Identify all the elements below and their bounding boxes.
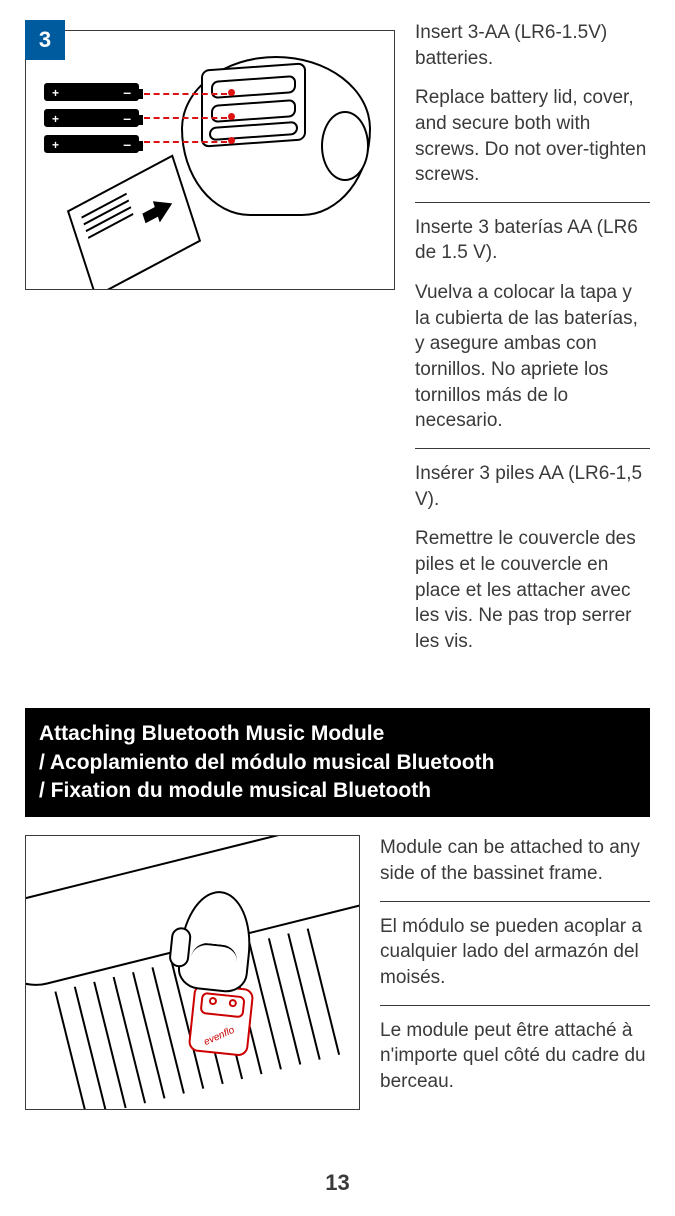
instruction-french: Le module peut être attaché à n'importe … — [380, 1018, 650, 1109]
instruction-spanish: El módulo se pueden acoplar a cualquier … — [380, 914, 650, 1006]
guide-line — [144, 141, 227, 143]
battery-install-figure: +– +– +– — [25, 30, 395, 290]
step-3-figure-column: 3 +– +– +– — [25, 20, 395, 668]
step-number-badge: 3 — [25, 20, 65, 60]
page-number: 13 — [25, 1170, 650, 1196]
instruction-text: Vuelva a colocar la tapa y la cubierta d… — [415, 280, 650, 434]
battery-icon: +– — [44, 83, 139, 101]
guide-line — [144, 117, 227, 119]
instruction-french: Insérer 3 piles AA (LR6-1,5 V). Remettre… — [415, 461, 650, 668]
screw-point-icon — [228, 89, 235, 96]
instruction-text: Insérer 3 piles AA (LR6-1,5 V). — [415, 461, 650, 512]
module-brand-label: evenflo — [191, 1020, 247, 1053]
section-heading-line: / Fixation du module musical Bluetooth — [39, 777, 636, 805]
battery-icon: +– — [44, 109, 139, 127]
instruction-text: Remettre le couvercle des piles et le co… — [415, 526, 650, 654]
device-side-detail — [321, 111, 369, 181]
attach-figure-column: evenflo — [25, 835, 360, 1110]
screw-point-icon — [228, 113, 235, 120]
arrow-icon — [153, 193, 176, 223]
instruction-text: Module can be attached to any side of th… — [380, 835, 650, 886]
instruction-text: Insert 3-AA (LR6-1.5V) batteries. — [415, 20, 650, 71]
step-3-row: 3 +– +– +– Insert 3-AA (LR6-1.5V) batter… — [25, 20, 650, 668]
section-heading-line: Attaching Bluetooth Music Module — [39, 720, 636, 748]
instruction-text: Inserte 3 baterías AA (LR6 de 1.5 V). — [415, 215, 650, 266]
section-heading-line: / Acoplamiento del módulo musical Blueto… — [39, 749, 636, 777]
battery-lid-icon — [67, 154, 201, 290]
instruction-english: Module can be attached to any side of th… — [380, 835, 650, 901]
instruction-text: Replace battery lid, cover, and secure b… — [415, 85, 650, 188]
attach-text-column: Module can be attached to any side of th… — [380, 835, 650, 1110]
battery-icon: +– — [44, 135, 139, 153]
screw-point-icon — [228, 137, 235, 144]
attach-module-figure: evenflo — [25, 835, 360, 1110]
section-heading: Attaching Bluetooth Music Module / Acopl… — [25, 708, 650, 817]
instruction-text: Le module peut être attaché à n'importe … — [380, 1018, 650, 1095]
instruction-spanish: Inserte 3 baterías AA (LR6 de 1.5 V). Vu… — [415, 215, 650, 449]
guide-line — [144, 93, 227, 95]
instruction-english: Insert 3-AA (LR6-1.5V) batteries. Replac… — [415, 20, 650, 203]
music-module-icon: evenflo — [188, 984, 255, 1058]
instruction-text: El módulo se pueden acoplar a cualquier … — [380, 914, 650, 991]
step-3-text-column: Insert 3-AA (LR6-1.5V) batteries. Replac… — [415, 20, 650, 668]
attach-module-row: evenflo Module can be attached to any si… — [25, 835, 650, 1110]
